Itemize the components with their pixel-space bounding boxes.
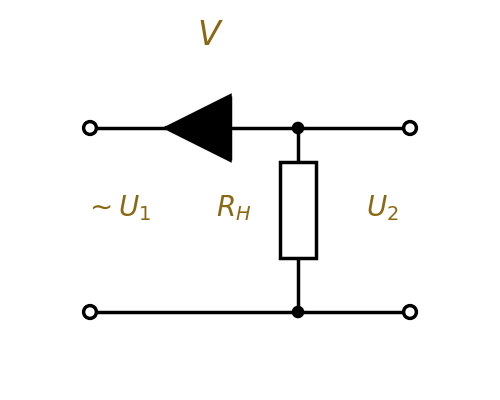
Text: $U_2$: $U_2$ <box>366 193 398 223</box>
Circle shape <box>292 122 304 134</box>
Circle shape <box>292 306 304 318</box>
Polygon shape <box>166 96 230 160</box>
Text: $\it{V}$: $\it{V}$ <box>196 20 224 52</box>
Text: $\mathit{\sim} U_1$: $\mathit{\sim} U_1$ <box>84 193 152 223</box>
Text: $R_H$: $R_H$ <box>216 193 252 223</box>
Bar <box>280 162 316 258</box>
